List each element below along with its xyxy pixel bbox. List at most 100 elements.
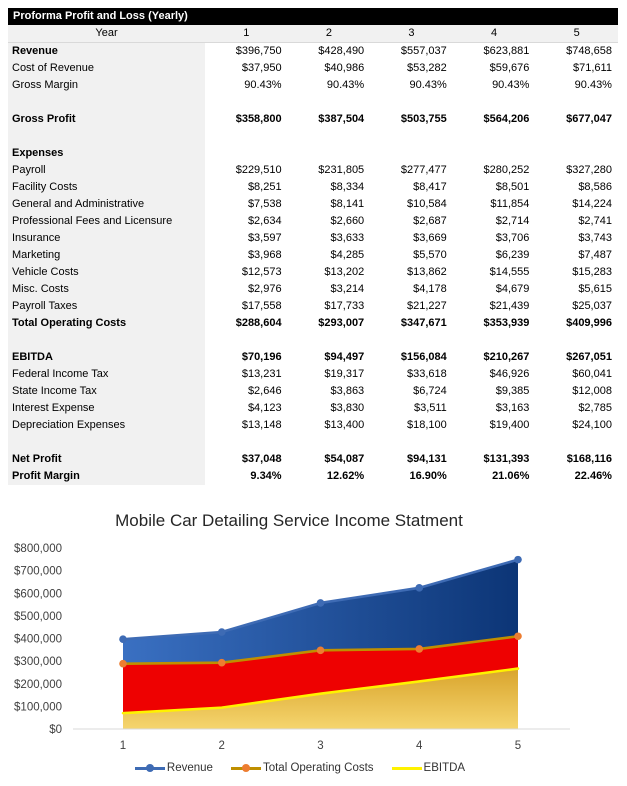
cell-value: 90.43% <box>205 77 288 94</box>
row-label <box>8 434 205 451</box>
cell-value: $14,224 <box>535 196 618 213</box>
cell-value <box>535 94 618 111</box>
chart-title: Mobile Car Detailing Service Income Stat… <box>115 511 463 530</box>
cell-value: $8,141 <box>287 196 371 213</box>
cell-value: $21,439 <box>452 298 536 315</box>
cell-value: $37,950 <box>205 60 288 77</box>
cell-value: $10,584 <box>370 196 453 213</box>
cell-value: $19,400 <box>452 417 536 434</box>
cell-value: $13,400 <box>287 417 371 434</box>
y-tick-label: $100,000 <box>14 701 62 713</box>
cell-value: 12.62% <box>287 468 371 485</box>
revenue-legend-swatch-icon <box>134 764 165 772</box>
legend-label: EBITDA <box>423 762 466 774</box>
row-label: Gross Profit <box>8 111 205 128</box>
row-label: Marketing <box>8 247 205 264</box>
cell-value: $3,968 <box>205 247 288 264</box>
cell-value <box>205 434 288 451</box>
total-operating-costs-marker <box>119 659 127 668</box>
cell-value: $327,280 <box>535 162 618 179</box>
y-tick-label: $500,000 <box>14 611 62 623</box>
cell-value <box>287 434 371 451</box>
cell-value: $2,634 <box>205 213 288 230</box>
cell-value: $267,051 <box>535 349 618 366</box>
row-label: Interest Expense <box>8 400 205 417</box>
table-row: Federal Income Tax $13,231 $19,317 $33,618 $… <box>8 366 618 383</box>
table-row: Revenue $396,750 $428,490 $557,037 $623,881 $… <box>8 43 618 60</box>
table-row: Facility Costs $8,251 $8,334 $8,417 $8,501 $8… <box>8 179 618 196</box>
cell-value: $5,615 <box>535 281 618 298</box>
cell-value: $3,863 <box>287 383 371 400</box>
cell-value: $210,267 <box>452 349 536 366</box>
y-tick-label: $700,000 <box>14 566 62 578</box>
cell-value <box>452 94 536 111</box>
table-row: Payroll $229,510 $231,805 $277,477 $280,252 $… <box>8 162 618 179</box>
cell-value: $748,658 <box>535 43 618 60</box>
table-body: Revenue $396,750 $428,490 $557,037 $623,881 $… <box>8 43 618 485</box>
cell-value: $9,385 <box>452 383 536 400</box>
cell-value: $18,100 <box>370 417 453 434</box>
cell-value: $94,131 <box>370 451 453 468</box>
cell-value: $71,611 <box>535 60 618 77</box>
table-blank-row <box>8 94 618 111</box>
cell-value: $564,206 <box>452 111 536 128</box>
cell-value: $13,148 <box>205 417 288 434</box>
cell-value <box>370 332 453 349</box>
year-column-header: 3 <box>370 25 453 42</box>
cell-value: 21.06% <box>452 468 536 485</box>
row-label <box>8 94 205 111</box>
cell-value <box>452 128 536 145</box>
row-label: Payroll <box>8 162 205 179</box>
cell-value <box>287 332 371 349</box>
table-row: Profit Margin 9.34% 12.62% 16.90% 21.06% 22.4… <box>8 468 618 485</box>
table-row: Depreciation Expenses $13,148 $13,400 $18,1… <box>8 417 618 434</box>
ebitda-legend-swatch-icon <box>391 766 422 770</box>
table-row: State Income Tax $2,646 $3,863 $6,724 $9,385… <box>8 383 618 400</box>
cell-value: $428,490 <box>287 43 371 60</box>
table-row: Cost of Revenue $37,950 $40,986 $53,282 $59,… <box>8 60 618 77</box>
table-row: Net Profit $37,048 $54,087 $94,131 $131,393 $… <box>8 451 618 468</box>
cell-value <box>370 434 453 451</box>
cell-value: $293,007 <box>287 315 371 332</box>
row-label: Revenue <box>8 43 205 60</box>
total-operating-costs-marker <box>415 645 424 653</box>
year-column-header: 1 <box>205 25 288 42</box>
row-label: Federal Income Tax <box>8 366 205 383</box>
cell-value: $3,706 <box>452 230 536 247</box>
chart-legend: Revenue Total Operating Costs EBITDA <box>0 760 600 776</box>
revenue-marker <box>415 584 424 592</box>
x-tick-label: 3 <box>317 740 323 752</box>
revenue-legend-marker-icon <box>145 764 154 772</box>
cell-value: $46,926 <box>452 366 536 383</box>
cell-value <box>535 332 618 349</box>
row-label: Payroll Taxes <box>8 298 205 315</box>
y-tick-label: $800,000 <box>14 543 62 555</box>
cell-value <box>535 128 618 145</box>
cell-value: $2,687 <box>370 213 453 230</box>
row-label: Gross Margin <box>8 77 205 94</box>
cell-value: $94,497 <box>287 349 371 366</box>
cell-value: $280,252 <box>452 162 536 179</box>
year-column-header: 4 <box>452 25 536 42</box>
cell-value: $2,660 <box>287 213 371 230</box>
cell-value: $15,283 <box>535 264 618 281</box>
row-label: Vehicle Costs <box>8 264 205 281</box>
table-row: EBITDA $70,196 $94,497 $156,084 $210,267 $267… <box>8 349 618 366</box>
cell-value <box>370 128 453 145</box>
table-row: Marketing $3,968 $4,285 $5,570 $6,239 $7,487 <box>8 247 618 264</box>
total-operating-costs-legend-marker-icon <box>241 764 250 772</box>
revenue-marker <box>514 555 522 564</box>
cell-value: $277,477 <box>370 162 453 179</box>
cell-value <box>452 434 536 451</box>
cell-value: $2,976 <box>205 281 288 298</box>
row-label: Misc. Costs <box>8 281 205 298</box>
x-tick-label: 4 <box>416 740 423 752</box>
cell-value <box>205 332 288 349</box>
ebitda-area <box>123 668 518 729</box>
cell-value: $4,285 <box>287 247 371 264</box>
cell-value: $59,676 <box>452 60 536 77</box>
year-column-header: 5 <box>535 25 618 42</box>
cell-value <box>287 128 371 145</box>
